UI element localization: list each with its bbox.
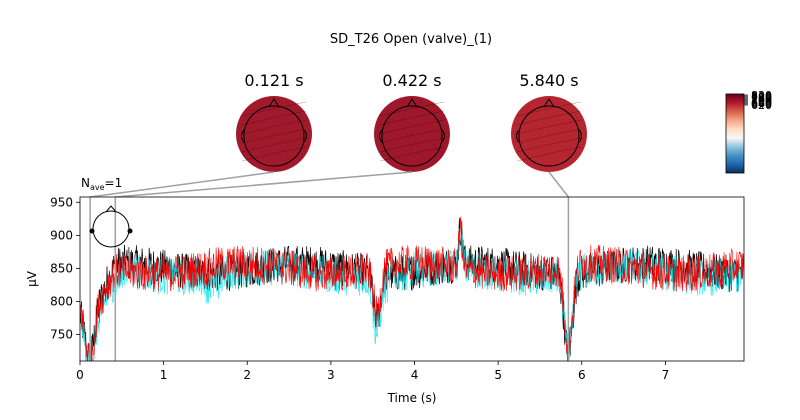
colorbar-tick-label: 620 [751, 99, 772, 112]
eeg-traces [80, 216, 744, 361]
colorbar-scale [725, 93, 745, 174]
right-ear [303, 129, 307, 143]
colorbar-tick-label: 780 [751, 91, 772, 104]
topomap-time-label: 0.121 s [244, 71, 303, 90]
topomap-contour [379, 146, 445, 162]
nose [543, 98, 555, 108]
topomap-contour [379, 128, 445, 144]
y-axis-label: µV [25, 270, 39, 287]
nose [268, 98, 280, 108]
figure-title: SD_T26 Open (valve)_(1) [330, 32, 492, 47]
topomap-disc [236, 96, 312, 172]
x-tick-label: 7 [662, 368, 670, 382]
colorbar-tick-label: 640 [751, 98, 772, 111]
topomap-connector-lines [90, 171, 569, 198]
topomap-contour [516, 128, 582, 144]
x-tick-label: 3 [327, 368, 335, 382]
topomap: 0.121 s [236, 71, 312, 172]
left-ear [516, 129, 520, 143]
inset-nose [105, 205, 117, 213]
nave-label: Nave=1 [81, 176, 122, 192]
topomap-contour [516, 146, 582, 162]
connector-line [115, 171, 413, 198]
butterfly-plot: 0 1 2 3 4 5 6 7 750 800 850 900 950 Time (s) µV [25, 195, 745, 405]
topomap-disc [374, 96, 450, 172]
y-tick-label: 950 [50, 195, 73, 209]
topomap-time-label: 0.422 s [382, 71, 441, 90]
colorbar-tick-label: 760 [751, 92, 772, 105]
colorbar-tick-label: 800 [751, 90, 772, 103]
connector-line [548, 171, 569, 198]
head-outline [243, 105, 305, 167]
colorbar-tick-label: 700 [751, 95, 772, 108]
colorbar-tick-label: 680 [751, 96, 772, 109]
topomap-contour [241, 110, 307, 126]
topomap-disc [511, 96, 587, 172]
topomap-contour [379, 110, 445, 126]
nose [406, 98, 418, 108]
colorbar-tick-label: 720 [751, 94, 772, 107]
x-tick-label: 2 [243, 368, 251, 382]
eeg-trace-series [80, 219, 744, 361]
y-axis-ticks: 750 800 850 900 950 [50, 195, 80, 342]
right-ear [441, 129, 445, 143]
left-ear [241, 129, 245, 143]
colorbar-tick-label: 820 [751, 89, 772, 102]
head-outline [381, 105, 443, 167]
topomap: 5.840 s [511, 71, 587, 172]
topomap-contour [516, 110, 582, 126]
x-tick-label: 1 [160, 368, 168, 382]
x-axis-label: Time (s) [387, 391, 437, 405]
inset-sensor [89, 228, 95, 234]
topomap-row: 0.121 s 0.422 s 5.840 s [236, 71, 587, 172]
x-tick-label: 5 [494, 368, 502, 382]
topomap-contour [241, 101, 307, 117]
plot-frame [79, 196, 745, 362]
topomap: 0.422 s [374, 71, 450, 172]
y-tick-label: 850 [50, 261, 73, 275]
x-tick-label: 4 [411, 368, 419, 382]
topomap-contour [379, 101, 445, 117]
topomap-contour [241, 146, 307, 162]
connector-line [90, 171, 275, 198]
x-tick-label: 6 [578, 368, 586, 382]
eeg-trace-series [80, 216, 744, 361]
inset-sensor [127, 228, 133, 234]
x-tick-label: 0 [76, 368, 84, 382]
colorbar-tick-label: 740 [751, 93, 772, 106]
colorbar-tick-label: 660 [751, 97, 772, 110]
topomap-contour [241, 128, 307, 144]
y-tick-label: 900 [50, 228, 73, 242]
y-tick-label: 800 [50, 294, 73, 308]
y-tick-label: 750 [50, 328, 73, 342]
x-axis-ticks: 0 1 2 3 4 5 6 7 [76, 361, 669, 382]
topomap-time-label: 5.840 s [519, 71, 578, 90]
left-ear [379, 129, 383, 143]
head-outline [518, 105, 580, 167]
right-ear [578, 129, 582, 143]
time-markers [89, 197, 570, 361]
sensor-layout-inset [89, 205, 133, 248]
topomap-contour [516, 101, 582, 117]
